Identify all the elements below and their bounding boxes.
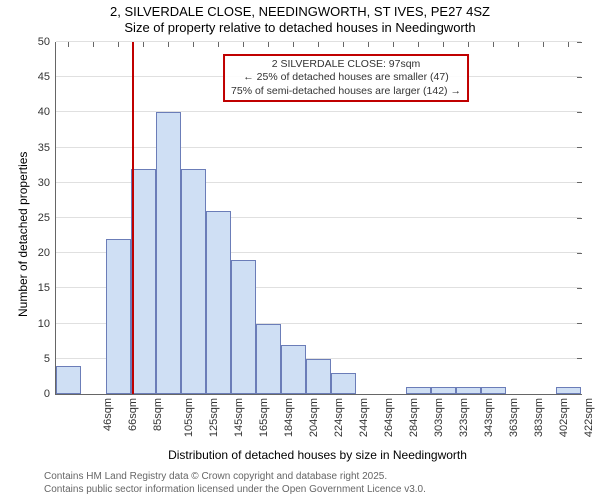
- bar: [206, 211, 231, 394]
- xtick-mark: [518, 42, 519, 47]
- xtick-label: 402sqm: [558, 398, 570, 437]
- annotation-line2: ← 25% of detached houses are smaller (47…: [231, 71, 461, 84]
- ytick-mark: [577, 112, 582, 113]
- ytick-label: 20: [38, 247, 56, 259]
- xtick-label: 383sqm: [533, 398, 545, 437]
- ytick-label: 45: [38, 71, 56, 83]
- attribution-text: Contains HM Land Registry data © Crown c…: [44, 471, 426, 496]
- xtick-label: 165sqm: [258, 398, 270, 437]
- attribution-line1: Contains HM Land Registry data © Crown c…: [44, 471, 426, 484]
- title-line2: Size of property relative to detached ho…: [0, 20, 600, 36]
- xtick-mark: [368, 42, 369, 47]
- bar: [431, 387, 456, 394]
- ytick-label: 30: [38, 177, 56, 189]
- chart-titles: 2, SILVERDALE CLOSE, NEEDINGWORTH, ST IV…: [0, 4, 600, 37]
- xtick-label: 323sqm: [458, 398, 470, 437]
- xtick-mark: [143, 42, 144, 47]
- xtick-mark: [118, 42, 119, 47]
- bar: [281, 345, 306, 394]
- bar: [156, 112, 181, 394]
- plot-area: 0510152025303540455046sqm66sqm85sqm105sq…: [55, 42, 581, 395]
- xtick-mark: [418, 42, 419, 47]
- xtick-label: 46sqm: [102, 398, 114, 431]
- ytick-label: 15: [38, 282, 56, 294]
- annotation-line1: 2 SILVERDALE CLOSE: 97sqm: [231, 58, 461, 71]
- reference-line: [132, 42, 134, 394]
- bar: [131, 169, 156, 394]
- xtick-label: 422sqm: [583, 398, 595, 437]
- ytick-mark: [577, 77, 582, 78]
- gridline: [56, 147, 581, 148]
- xtick-mark: [393, 42, 394, 47]
- xtick-mark: [543, 42, 544, 47]
- x-axis-label: Distribution of detached houses by size …: [55, 448, 580, 462]
- xtick-label: 66sqm: [127, 398, 139, 431]
- xtick-mark: [468, 42, 469, 47]
- bar: [456, 387, 481, 394]
- bar: [56, 366, 81, 394]
- y-axis-label: Number of detached properties: [16, 151, 30, 316]
- xtick-mark: [443, 42, 444, 47]
- ytick-mark: [577, 358, 582, 359]
- xtick-mark: [318, 42, 319, 47]
- ytick-label: 35: [38, 142, 56, 154]
- xtick-mark: [168, 42, 169, 47]
- bar: [231, 260, 256, 394]
- xtick-mark: [243, 42, 244, 47]
- ytick-label: 5: [44, 353, 56, 365]
- xtick-label: 145sqm: [233, 398, 245, 437]
- xtick-mark: [293, 42, 294, 47]
- ytick-mark: [577, 182, 582, 183]
- gridline: [56, 111, 581, 112]
- xtick-label: 204sqm: [308, 398, 320, 437]
- bar: [331, 373, 356, 394]
- xtick-mark: [568, 42, 569, 47]
- xtick-label: 363sqm: [508, 398, 520, 437]
- xtick-label: 184sqm: [283, 398, 295, 437]
- title-line1: 2, SILVERDALE CLOSE, NEEDINGWORTH, ST IV…: [0, 4, 600, 20]
- xtick-label: 244sqm: [358, 398, 370, 437]
- bar: [556, 387, 581, 394]
- ytick-mark: [577, 147, 582, 148]
- xtick-label: 343sqm: [483, 398, 495, 437]
- xtick-label: 284sqm: [408, 398, 420, 437]
- ytick-mark: [577, 42, 582, 43]
- ytick-mark: [577, 253, 582, 254]
- xtick-mark: [268, 42, 269, 47]
- bar: [106, 239, 131, 394]
- xtick-mark: [493, 42, 494, 47]
- bar: [481, 387, 506, 394]
- ytick-label: 25: [38, 212, 56, 224]
- ytick-label: 50: [38, 36, 56, 48]
- xtick-label: 125sqm: [208, 398, 220, 437]
- xtick-label: 224sqm: [333, 398, 345, 437]
- ytick-label: 0: [44, 388, 56, 400]
- annotation-line3: 75% of semi-detached houses are larger (…: [231, 85, 461, 98]
- chart-container: 2, SILVERDALE CLOSE, NEEDINGWORTH, ST IV…: [0, 0, 600, 500]
- xtick-mark: [343, 42, 344, 47]
- xtick-mark: [218, 42, 219, 47]
- ytick-mark: [577, 218, 582, 219]
- ytick-mark: [577, 323, 582, 324]
- bar: [256, 324, 281, 394]
- ytick-label: 10: [38, 318, 56, 330]
- bar: [181, 169, 206, 394]
- xtick-mark: [193, 42, 194, 47]
- xtick-label: 264sqm: [383, 398, 395, 437]
- xtick-label: 85sqm: [152, 398, 164, 431]
- attribution-line2: Contains public sector information licen…: [44, 484, 426, 497]
- annotation-box: 2 SILVERDALE CLOSE: 97sqm← 25% of detach…: [223, 54, 469, 101]
- bar: [406, 387, 431, 394]
- xtick-label: 303sqm: [433, 398, 445, 437]
- bar: [306, 359, 331, 394]
- xtick-mark: [93, 42, 94, 47]
- ytick-mark: [577, 288, 582, 289]
- ytick-label: 40: [38, 106, 56, 118]
- xtick-label: 105sqm: [183, 398, 195, 437]
- xtick-mark: [68, 42, 69, 47]
